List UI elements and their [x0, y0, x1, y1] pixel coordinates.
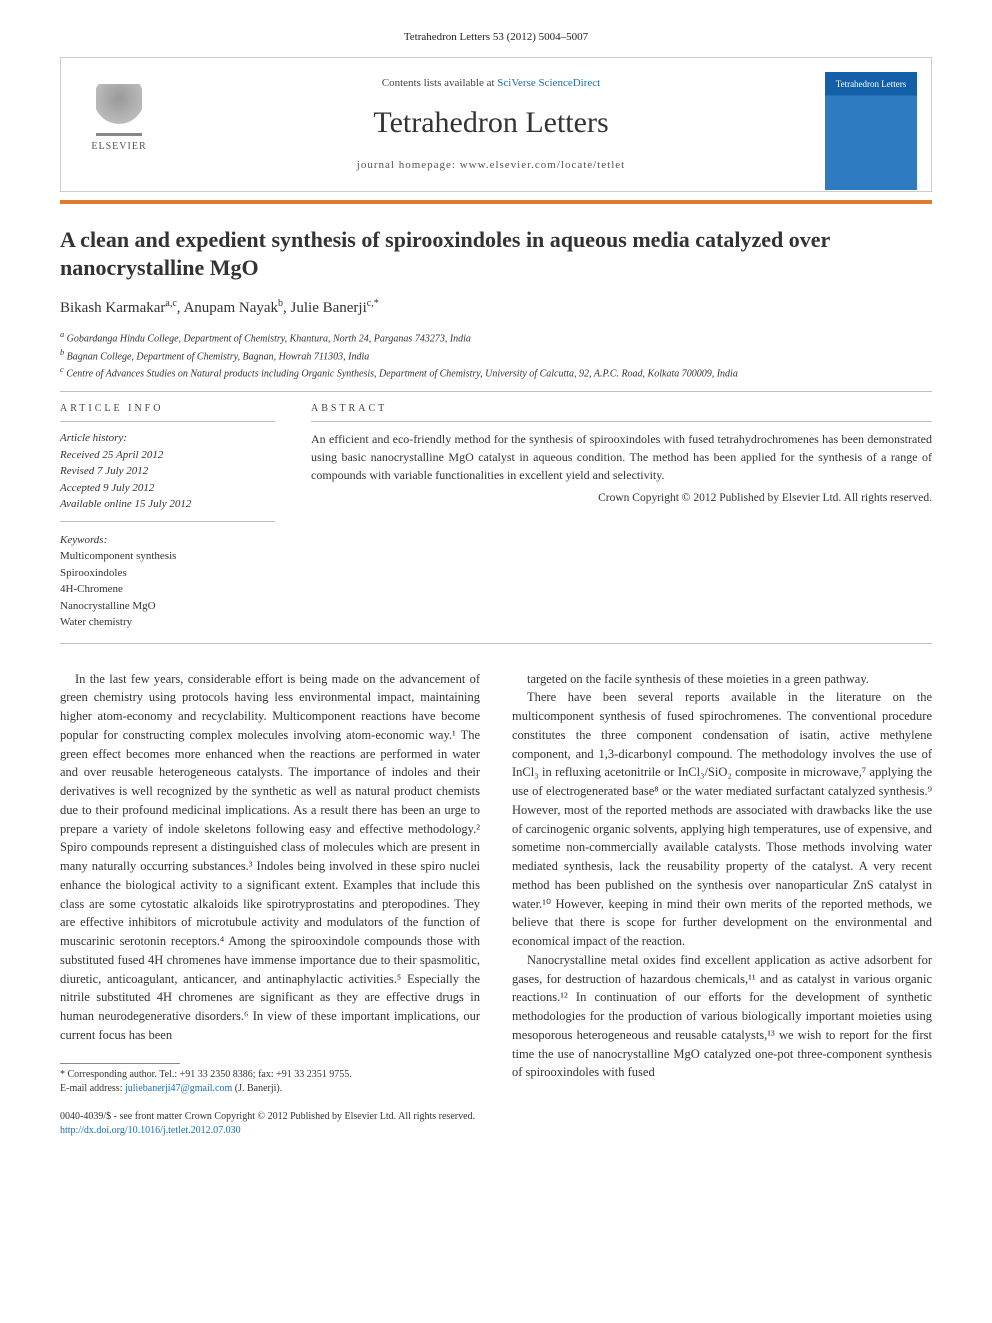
history-accepted: Accepted 9 July 2012 [60, 480, 275, 497]
footnote-email-label: E-mail address: [60, 1083, 122, 1094]
article-body: In the last few years, considerable effo… [60, 670, 932, 1096]
running-citation: Tetrahedron Letters 53 (2012) 5004–5007 [60, 30, 932, 45]
elsevier-tree-icon [96, 84, 142, 136]
footnote-corr: * Corresponding author. Tel.: +91 33 235… [60, 1068, 480, 1082]
body-para: There have been several reports availabl… [512, 688, 932, 951]
keyword-item: Spirooxindoles [60, 565, 275, 582]
publisher-name: ELSEVIER [79, 140, 159, 154]
journal-title: Tetrahedron Letters [191, 102, 791, 144]
affiliation-line: a Gobardanga Hindu College, Department o… [60, 329, 932, 346]
publisher-logo: ELSEVIER [79, 84, 159, 154]
body-para: targeted on the facile synthesis of thes… [512, 670, 932, 689]
keyword-item: Water chemistry [60, 614, 275, 631]
keywords-block: Keywords: Multicomponent synthesisSpiroo… [60, 532, 275, 631]
contents-line: Contents lists available at SciVerse Sci… [191, 76, 791, 91]
divider [60, 521, 275, 522]
homepage-url[interactable]: www.elsevier.com/locate/tetlet [460, 159, 626, 171]
keywords-label: Keywords: [60, 532, 275, 549]
author-list: Bikash Karmakara,c, Anupam Nayakb, Julie… [60, 297, 932, 319]
affiliation-line: b Bagnan College, Department of Chemistr… [60, 347, 932, 364]
body-para: In the last few years, considerable effo… [60, 670, 480, 1045]
sciencedirect-link[interactable]: SciVerse ScienceDirect [497, 77, 600, 89]
abstract-label: ABSTRACT [311, 402, 932, 422]
article-info-block: ARTICLE INFO Article history: Received 2… [60, 402, 275, 631]
affiliations: a Gobardanga Hindu College, Department o… [60, 329, 932, 381]
homepage-label: journal homepage: [357, 159, 460, 171]
divider [60, 391, 932, 392]
article-info-label: ARTICLE INFO [60, 402, 275, 422]
divider [60, 643, 932, 644]
page-footer: 0040-4039/$ - see front matter Crown Cop… [60, 1110, 932, 1138]
journal-header: ELSEVIER Contents lists available at Sci… [60, 57, 932, 192]
cover-journal-name: Tetrahedron Letters [831, 78, 911, 91]
history-revised: Revised 7 July 2012 [60, 463, 275, 480]
history-label: Article history: [60, 430, 275, 447]
corresponding-footnote: * Corresponding author. Tel.: +91 33 235… [60, 1068, 480, 1096]
footer-issn: 0040-4039/$ - see front matter Crown Cop… [60, 1110, 932, 1124]
journal-homepage: journal homepage: www.elsevier.com/locat… [191, 158, 791, 173]
footer-doi[interactable]: http://dx.doi.org/10.1016/j.tetlet.2012.… [60, 1125, 241, 1136]
abstract-copyright: Crown Copyright © 2012 Published by Else… [311, 490, 932, 506]
journal-cover-thumb: Tetrahedron Letters [825, 72, 917, 190]
history-received: Received 25 April 2012 [60, 447, 275, 464]
body-para: Nanocrystalline metal oxides find excell… [512, 951, 932, 1082]
history-online: Available online 15 July 2012 [60, 496, 275, 513]
accent-rule [60, 200, 932, 204]
abstract-block: ABSTRACT An efficient and eco-friendly m… [311, 402, 932, 631]
footnote-rule [60, 1063, 180, 1064]
article-history: Article history: Received 25 April 2012 … [60, 430, 275, 513]
abstract-text: An efficient and eco-friendly method for… [311, 430, 932, 484]
article-title: A clean and expedient synthesis of spiro… [60, 226, 932, 281]
keyword-item: Nanocrystalline MgO [60, 598, 275, 615]
contents-prefix: Contents lists available at [382, 77, 497, 89]
keyword-item: 4H-Chromene [60, 581, 275, 598]
affiliation-line: c Centre of Advances Studies on Natural … [60, 364, 932, 381]
footnote-email[interactable]: juliebanerji47@gmail.com [125, 1083, 232, 1094]
footnote-email-who: (J. Banerji). [235, 1083, 283, 1094]
article-info-row: ARTICLE INFO Article history: Received 2… [60, 402, 932, 631]
keyword-item: Multicomponent synthesis [60, 548, 275, 565]
